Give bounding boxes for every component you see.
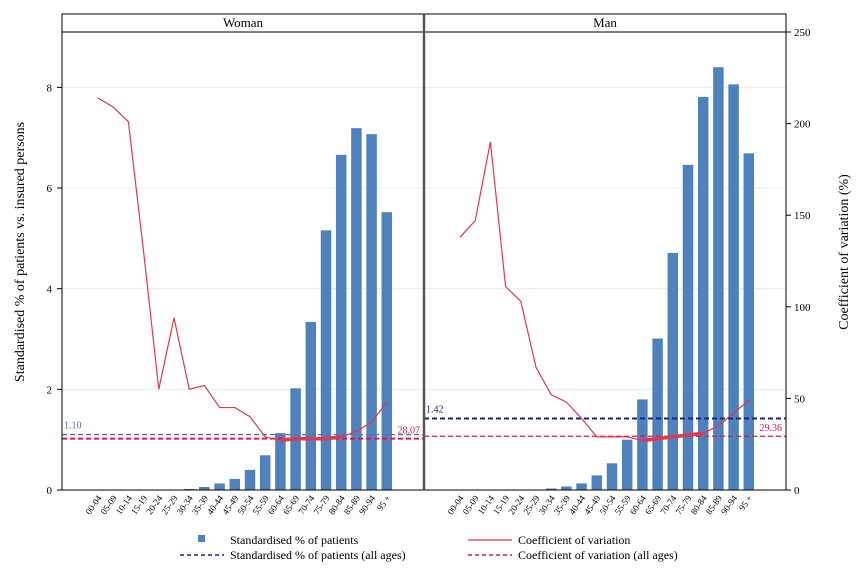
bar [713,67,724,490]
panel-man: Man1.4229.3600-0405-0910-1415-1920-2425-… [423,13,787,516]
bar [244,469,256,490]
avg-cv-label: 29.36 [760,423,783,434]
bar [621,439,633,490]
y-tick-label-right: 0 [794,485,800,497]
y-tick-label-left: 6 [47,183,53,195]
y-tick-label-left: 2 [47,384,53,396]
bar [320,230,332,491]
bar [545,488,557,490]
panel-title: Woman [223,15,264,30]
x-tick-label: 95 + [737,493,755,512]
legend-label: Coefficient of variation (all ages) [518,548,678,562]
avg-cv-label: 28.07 [398,426,421,437]
axes: 0 2 4 6 8 0 50 100 150 200 250 [47,14,811,497]
y-tick-label-right: 150 [794,210,811,222]
bar [305,321,317,490]
legend-label: Standardised % of patients [230,533,359,547]
bar [667,252,679,490]
cv-line-highlight [280,435,342,443]
bar [728,84,739,490]
cv-line-highlight [642,431,704,443]
y-tick-label-right: 50 [794,393,806,405]
y-axis-label-right: Coefficient of variation (%) [837,174,852,330]
y-tick-label-left: 8 [47,82,53,94]
bar [682,164,694,490]
legend-swatch [198,535,205,542]
legend-label: Standardised % of patients (all ages) [230,548,406,562]
y-tick-label-right: 100 [794,302,811,314]
legend: Standardised % of patients Coefficient of… [180,533,678,562]
avg-pct-label: 1.10 [64,421,82,432]
panel-title: Man [593,15,617,30]
legend-label: Coefficient of variation [518,533,630,547]
bar [576,483,587,490]
y-tick-label-left: 0 [47,485,53,497]
bar [743,153,755,491]
bar [591,475,603,490]
bar [183,488,195,490]
bar [229,478,241,490]
bar [697,96,709,490]
bar [561,486,572,490]
bar [381,212,393,490]
bar [214,483,225,490]
bar [351,128,362,490]
bar [652,338,663,490]
y-tick-label-right: 200 [794,119,811,131]
bar [275,433,286,490]
y-tick-label-right: 250 [794,27,811,39]
bar [199,486,210,490]
x-tick-label: 95 + [375,493,393,512]
x-tick-label: 90-94 [719,493,740,516]
bar [637,399,648,490]
x-tick-label: 90-94 [357,493,378,516]
bar [335,154,347,491]
bar [606,463,618,490]
avg-pct-label: 1.42 [426,405,444,416]
y-axis-label-left: Standardised % of patients vs. insured p… [13,122,28,382]
y-tick-label-left: 4 [47,284,53,296]
bar [366,134,377,490]
bar [259,455,271,490]
